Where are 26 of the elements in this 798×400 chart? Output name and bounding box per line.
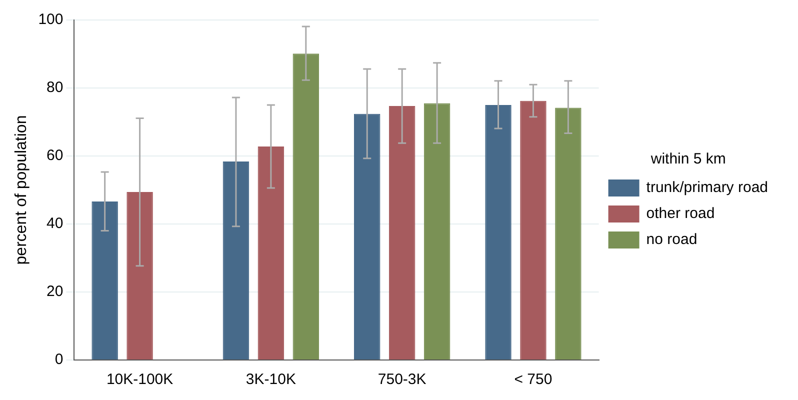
y-tick-label: 60 <box>46 147 64 164</box>
x-tick-label: < 750 <box>514 371 552 388</box>
bar <box>258 146 284 360</box>
x-tick-label: 10K-100K <box>106 371 174 388</box>
y-axis-title: percent of population <box>13 115 30 265</box>
bar <box>424 103 450 360</box>
bar <box>126 192 153 360</box>
bar <box>92 202 118 360</box>
bar <box>555 108 582 360</box>
bar <box>520 100 546 360</box>
legend-label: no road <box>646 231 698 248</box>
x-tick-label: 3K-10K <box>246 371 296 388</box>
legend-label: other road <box>646 205 715 222</box>
y-tick-label: 0 <box>54 351 64 368</box>
legend-label: trunk/primary road <box>646 179 768 196</box>
y-tick-label: 40 <box>46 215 64 232</box>
y-tick-label: 100 <box>38 11 64 28</box>
bar <box>222 161 250 360</box>
bar <box>388 106 416 360</box>
x-tick-label: 750-3K <box>378 371 426 388</box>
y-tick-label: 20 <box>46 283 64 300</box>
bar <box>354 114 380 360</box>
y-tick-label: 80 <box>46 79 64 96</box>
bar <box>485 105 512 360</box>
bar <box>292 54 320 360</box>
legend-title: within 5 km <box>650 150 726 168</box>
